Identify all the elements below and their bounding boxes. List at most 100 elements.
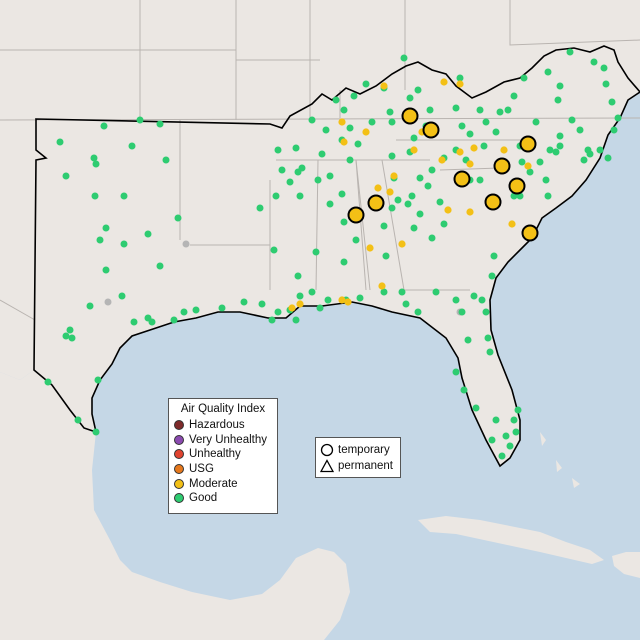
site-marker-good <box>484 334 492 342</box>
site-marker-moderate <box>338 118 346 126</box>
site-marker-good <box>488 436 496 444</box>
bahamas <box>540 432 580 488</box>
site-marker-good <box>604 154 612 162</box>
site-marker-good <box>296 192 304 200</box>
site-marker-good <box>610 126 618 134</box>
site-marker-moderate-temporary <box>521 224 539 242</box>
site-marker-good <box>424 182 432 190</box>
site-marker-moderate <box>344 298 352 306</box>
site-marker-moderate-temporary <box>401 107 419 125</box>
site-marker-good <box>428 166 436 174</box>
site-marker-good <box>144 230 152 238</box>
site-marker-moderate <box>288 304 296 312</box>
region-outline <box>33 45 640 468</box>
site-marker-good <box>614 114 622 122</box>
legend-label: Hazardous <box>189 419 245 432</box>
site-marker-moderate-temporary <box>347 206 365 224</box>
site-marker-good <box>544 192 552 200</box>
site-marker-good <box>86 302 94 310</box>
site-marker-moderate-temporary <box>453 170 471 188</box>
site-marker-moderate <box>390 172 398 180</box>
site-marker-good <box>256 204 264 212</box>
mexico <box>0 370 350 640</box>
site-marker-good <box>156 120 164 128</box>
site-marker-good <box>120 240 128 248</box>
site-marker-moderate <box>456 80 464 88</box>
site-marker-good <box>130 318 138 326</box>
moderate-swatch <box>174 478 184 489</box>
site-marker-good <box>464 336 472 344</box>
site-marker-moderate <box>500 146 508 154</box>
site-type-legend: temporary permanent <box>315 437 401 478</box>
site-marker-good <box>340 258 348 266</box>
us-mainland <box>0 0 640 466</box>
site-marker-good <box>102 266 110 274</box>
site-marker-good <box>362 80 370 88</box>
site-marker-moderate <box>524 162 532 170</box>
site-marker-good <box>386 108 394 116</box>
site-marker-good <box>388 118 396 126</box>
aqi-legend-title: Air Quality Index <box>180 403 266 415</box>
site-marker-good <box>91 192 99 200</box>
site-marker-good <box>44 378 52 386</box>
site-marker-good <box>398 288 406 296</box>
site-marker-good <box>308 116 316 124</box>
site-marker-good <box>368 118 376 126</box>
site-marker-good <box>556 82 564 90</box>
site-marker-moderate <box>340 138 348 146</box>
site-marker-inactive <box>182 240 190 248</box>
site-marker-good <box>318 150 326 158</box>
site-marker-good <box>296 292 304 300</box>
site-marker-good <box>586 150 594 158</box>
site-marker-good <box>470 292 478 300</box>
site-marker-moderate <box>386 188 394 196</box>
site-marker-good <box>406 94 414 102</box>
site-marker-moderate <box>470 144 478 152</box>
site-marker-moderate <box>444 206 452 214</box>
site-marker-moderate <box>380 82 388 90</box>
site-marker-moderate <box>466 160 474 168</box>
monitoring-sites <box>44 48 622 460</box>
site-marker-good <box>452 368 460 376</box>
site-marker-good <box>240 298 248 306</box>
site-marker-good <box>496 108 504 116</box>
site-marker-good <box>394 196 402 204</box>
site-marker-good <box>308 288 316 296</box>
site-marker-good <box>286 178 294 186</box>
site-marker-good <box>488 272 496 280</box>
site-marker-good <box>506 442 514 450</box>
site-marker-good <box>596 146 604 154</box>
site-marker-good <box>526 168 534 176</box>
site-marker-good <box>556 142 564 150</box>
site-marker-good <box>356 294 364 302</box>
site-marker-good <box>544 68 552 76</box>
very-unhealthy-swatch <box>174 434 184 445</box>
site-marker-good <box>292 144 300 152</box>
site-marker-good <box>404 200 412 208</box>
site-marker-good <box>102 224 110 232</box>
site-marker-good <box>402 300 410 308</box>
site-marker-good <box>332 96 340 104</box>
cuba <box>418 516 604 564</box>
site-marker-good <box>492 128 500 136</box>
site-marker-moderate-temporary <box>367 194 385 212</box>
site-marker-good <box>492 416 500 424</box>
site-marker-good <box>74 416 82 424</box>
site-marker-good <box>170 316 178 324</box>
legend-label: Good <box>189 492 218 505</box>
site-marker-moderate <box>374 184 382 192</box>
site-marker-good <box>66 326 74 334</box>
site-marker-good <box>338 190 346 198</box>
site-marker-good <box>380 222 388 230</box>
site-marker-good <box>520 74 528 82</box>
site-marker-good <box>340 218 348 226</box>
site-marker-good <box>56 138 64 146</box>
site-marker-good <box>502 432 510 440</box>
site-marker-good <box>490 252 498 260</box>
site-marker-good <box>512 428 520 436</box>
legend-label: temporary <box>338 444 390 456</box>
site-marker-good <box>546 146 554 154</box>
legend-label: Moderate <box>189 477 238 490</box>
site-marker-good <box>174 214 182 222</box>
